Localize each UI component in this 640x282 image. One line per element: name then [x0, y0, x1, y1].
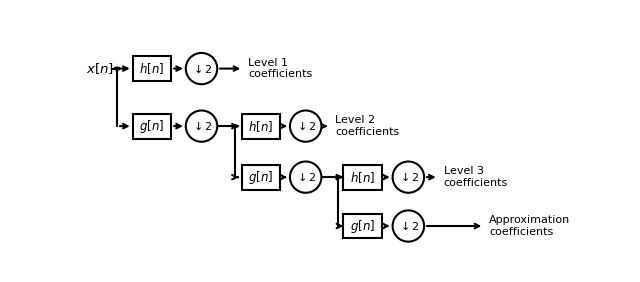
Text: $\downarrow 2$: $\downarrow 2$	[295, 171, 317, 183]
Bar	[344, 213, 382, 239]
Ellipse shape	[392, 162, 424, 193]
Circle shape	[114, 67, 120, 70]
Text: $\downarrow 2$: $\downarrow 2$	[397, 220, 419, 232]
Text: $\downarrow 2$: $\downarrow 2$	[191, 63, 212, 75]
Circle shape	[232, 125, 237, 127]
Text: $g[n]$: $g[n]$	[350, 217, 375, 235]
Bar	[344, 165, 382, 190]
Text: $h[n]$: $h[n]$	[248, 119, 273, 134]
Text: $h[n]$: $h[n]$	[140, 61, 164, 76]
Text: $\downarrow 2$: $\downarrow 2$	[191, 120, 212, 132]
Text: $g[n]$: $g[n]$	[140, 118, 164, 135]
Circle shape	[335, 176, 341, 179]
Text: $g[n]$: $g[n]$	[248, 169, 273, 186]
Ellipse shape	[290, 162, 321, 193]
Text: $\downarrow 2$: $\downarrow 2$	[397, 171, 419, 183]
Ellipse shape	[186, 111, 217, 142]
Bar	[242, 165, 280, 190]
Text: Level 2
coefficients: Level 2 coefficients	[335, 115, 400, 137]
Bar	[132, 114, 172, 139]
Ellipse shape	[186, 53, 217, 84]
Text: Approximation
coefficients: Approximation coefficients	[489, 215, 570, 237]
Text: $h[n]$: $h[n]$	[350, 170, 375, 185]
Ellipse shape	[392, 210, 424, 242]
Bar	[132, 56, 172, 81]
Ellipse shape	[290, 111, 321, 142]
Text: $x[n]$: $x[n]$	[86, 61, 114, 76]
Bar	[242, 114, 280, 139]
Text: Level 1
coefficients: Level 1 coefficients	[248, 58, 312, 79]
Text: $\downarrow 2$: $\downarrow 2$	[295, 120, 317, 132]
Text: Level 3
coefficients: Level 3 coefficients	[444, 166, 508, 188]
